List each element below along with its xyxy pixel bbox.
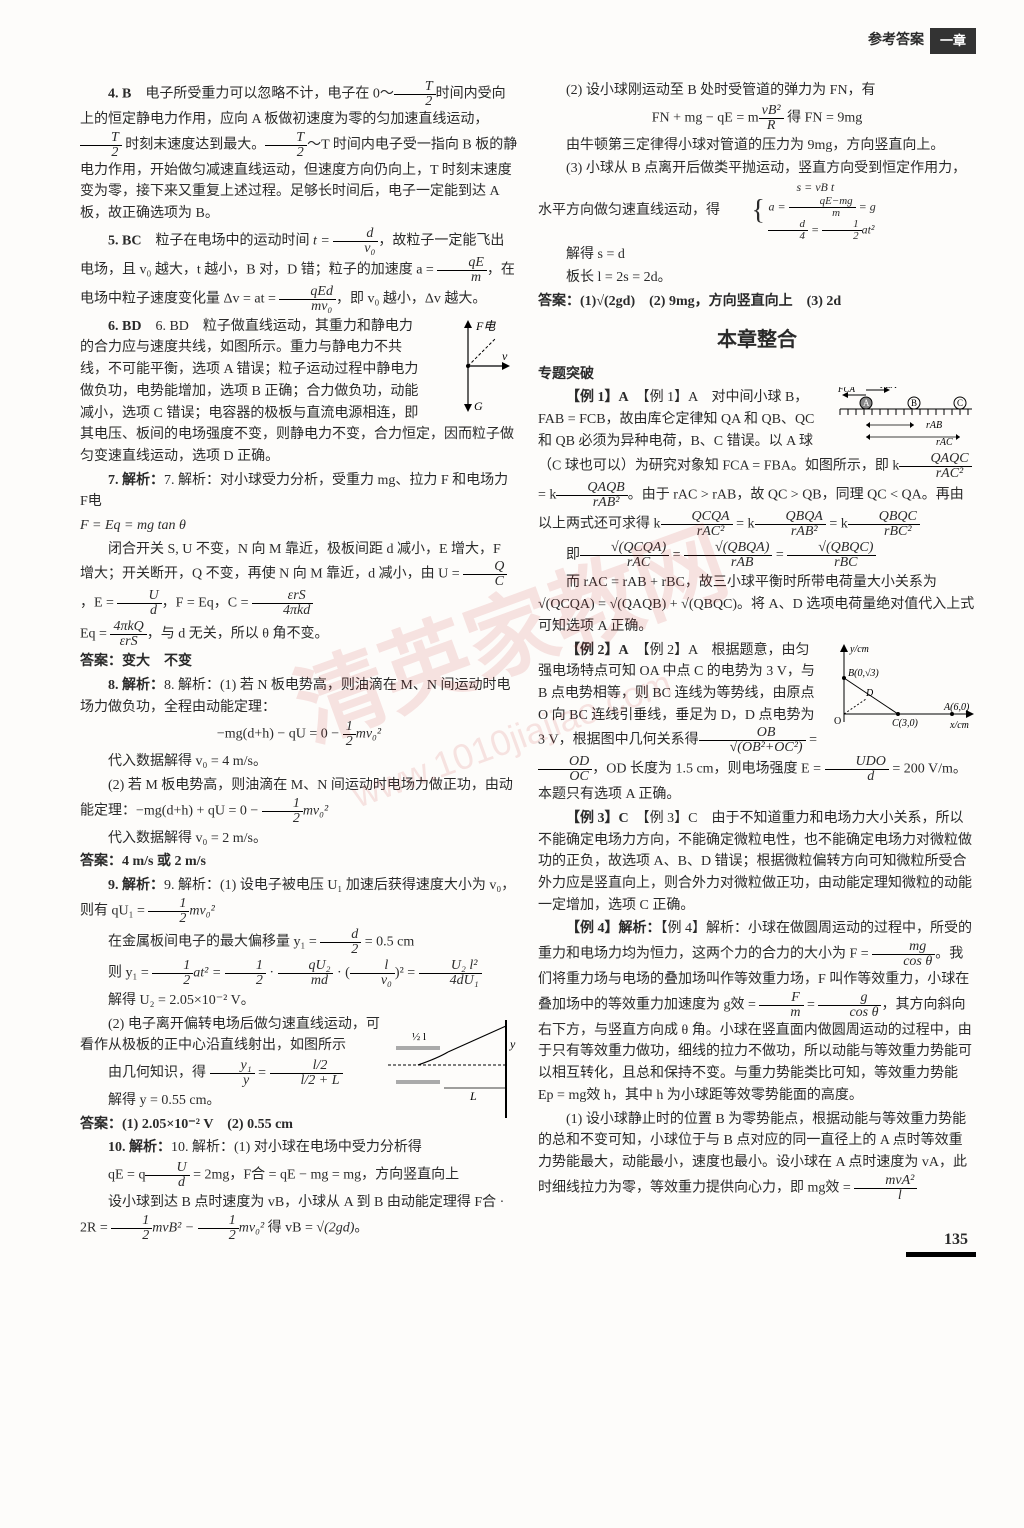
deflection-diagram: ½ l L y [388, 1018, 518, 1128]
ex1-t2: = k [538, 488, 556, 503]
svg-text:B(0,√3): B(0,√3) [848, 668, 879, 679]
q10-t2: qE = q [108, 1168, 145, 1183]
q5-num: 5. BC [108, 233, 141, 248]
g-label: G [474, 399, 483, 413]
q8-num: 8. 解析： [108, 678, 164, 693]
svg-text:L: L [469, 1089, 477, 1103]
svg-text:A(6,0): A(6,0) [943, 702, 970, 713]
ex4-label: 【例 4】解析： [566, 921, 661, 936]
q4-num: 4. B [108, 87, 131, 102]
q8-ans: 答案：4 m/s 或 2 m/s [80, 851, 518, 873]
svg-text:x/cm: x/cm [949, 720, 969, 731]
q5-text: 粒子在电场中的运动时间 [155, 233, 313, 248]
r2c: 板长 l = 2s = 2d。 [538, 267, 976, 289]
v-label: v [502, 349, 508, 363]
left-column: 4. B 电子所受重力可以忽略不计，电子在 0～T2时间内受向上的恒定静电力作用… [80, 80, 518, 1245]
ex4-t3: ，其方向斜向右下方，与竖直方向成 θ 角。小球在竖直面内做圆周运动的过程中，由于… [538, 998, 972, 1103]
svg-text:C(3,0): C(3,0) [892, 718, 919, 729]
ex1-t5: 而 rAC = rAB + rBC [566, 575, 685, 590]
svg-text:y/cm: y/cm [849, 644, 869, 655]
q7-t5: Eq = [80, 627, 110, 642]
page-header: 参考答案 一章 [868, 28, 976, 54]
q9-t4: 解得 U₂ = 2.05×10⁻² V。 [80, 990, 518, 1012]
q7-t2: 闭合开关 S, U 不变，N 向 M 靠近，极板间距 d 减小，E 增大，F 增… [80, 542, 501, 582]
q6-num: 6. BD [108, 319, 141, 334]
coord-diagram: y/cm x/cm O B(0,√3) A(6,0) C(3,0) D [826, 642, 976, 732]
q8-f1: −mg(d+h) − qU = 0 − [217, 727, 343, 742]
page-number: 135 [944, 1228, 968, 1253]
svg-text:A: A [863, 398, 870, 408]
r1b: FN + mg − qE = m [652, 110, 759, 125]
ex2-label: 【例 2】A [566, 643, 629, 658]
sub-heading: 专题突破 [538, 364, 976, 386]
svg-text:C: C [957, 398, 963, 408]
svg-text:rAC: rAC [936, 437, 953, 447]
q10-num: 10. 解析： [108, 1140, 171, 1155]
q7-num: 7. 解析： [108, 473, 164, 488]
ex3-t: 【例 3】C 由于不知道重力和电场力大小关系，所以不能确定电场力方向，不能确定微… [538, 811, 972, 913]
q4-text: 电子所受重力可以忽略不计，电子在 0～ [145, 87, 394, 102]
q8-t2: 代入数据解得 v₀ = 4 m/s。 [80, 751, 518, 773]
r1: (2) 设小球刚运动至 B 处时受管道的弹力为 FN，有 [538, 80, 976, 102]
svg-text:rAB: rAB [926, 420, 942, 431]
q9-num: 9. 解析： [108, 878, 164, 893]
force-diagram: F电 v G [428, 316, 518, 416]
q8-t4: 代入数据解得 v₀ = 2 m/s。 [80, 828, 518, 850]
section-title: 本章整合 [538, 325, 976, 356]
fe-label: F电 [475, 319, 496, 333]
svg-text:FCA: FCA [837, 387, 856, 394]
page-number-bar [906, 1252, 976, 1257]
q9-t2: 在金属板间电子的最大偏移量 y₁ = [108, 935, 320, 950]
q7-t6: ，与 d 无关，所以 θ 角不变。 [147, 627, 329, 642]
q10-t3: = 2mg，F合 = qE − mg = mg，方向竖直向上 [190, 1168, 460, 1183]
svg-text:y: y [509, 1037, 516, 1051]
q9-t3: 则 y₁ = [108, 966, 152, 981]
three-balls-diagram: A B C FCA FBA rAB rAC [836, 387, 976, 447]
svg-text:O: O [834, 716, 841, 727]
q5-t4: ，即 v₀ 越小，Δv 越大。 [336, 291, 486, 306]
ex2-t2: ，OD 长度为 1.5 cm，则电场强度 E = [592, 762, 824, 777]
q4-text3: 时刻末速度达到最大。 [122, 137, 266, 152]
q7-ans: 答案：变大 不变 [80, 651, 518, 673]
right-column: (2) 设小球刚运动至 B 处时受管道的弹力为 FN，有 FN + mg − q… [538, 80, 976, 1245]
q10-t5: 得 vB = [264, 1220, 316, 1235]
chapter-tab: 一章 [930, 28, 976, 54]
q9-t6: 由几何知识，得 [108, 1066, 210, 1081]
r1d: 由牛顿第三定律得小球对管道的压力为 9mg，方向竖直向上。 [538, 135, 976, 157]
r1c: 得 FN = 9mg [787, 110, 862, 125]
q7-t3: ，E = [80, 596, 117, 611]
svg-text:D: D [865, 688, 874, 699]
q10-t1: 10. 解析：(1) 对小球在电场中受力分析得 [171, 1140, 422, 1155]
ex3-label: 【例 3】C [566, 811, 629, 826]
ex1-label: 【例 1】A [566, 390, 629, 405]
svg-text:B: B [911, 398, 917, 408]
r2b: 解得 s = d [538, 244, 976, 266]
ex1-t4: 即 [566, 548, 580, 563]
svg-text:FBA: FBA [879, 387, 897, 390]
header-ref: 参考答案 [868, 30, 924, 52]
q9-t2b: = 0.5 cm [361, 935, 414, 950]
r2ans: 答案：(1)√(2gd) (2) 9mg，方向竖直向上 (3) 2d [538, 291, 976, 313]
svg-text:½ l: ½ l [412, 1031, 426, 1043]
q7-t4: ，F = Eq，C = [162, 596, 252, 611]
q7-f1: F = Eq = mg tan θ [80, 515, 518, 537]
